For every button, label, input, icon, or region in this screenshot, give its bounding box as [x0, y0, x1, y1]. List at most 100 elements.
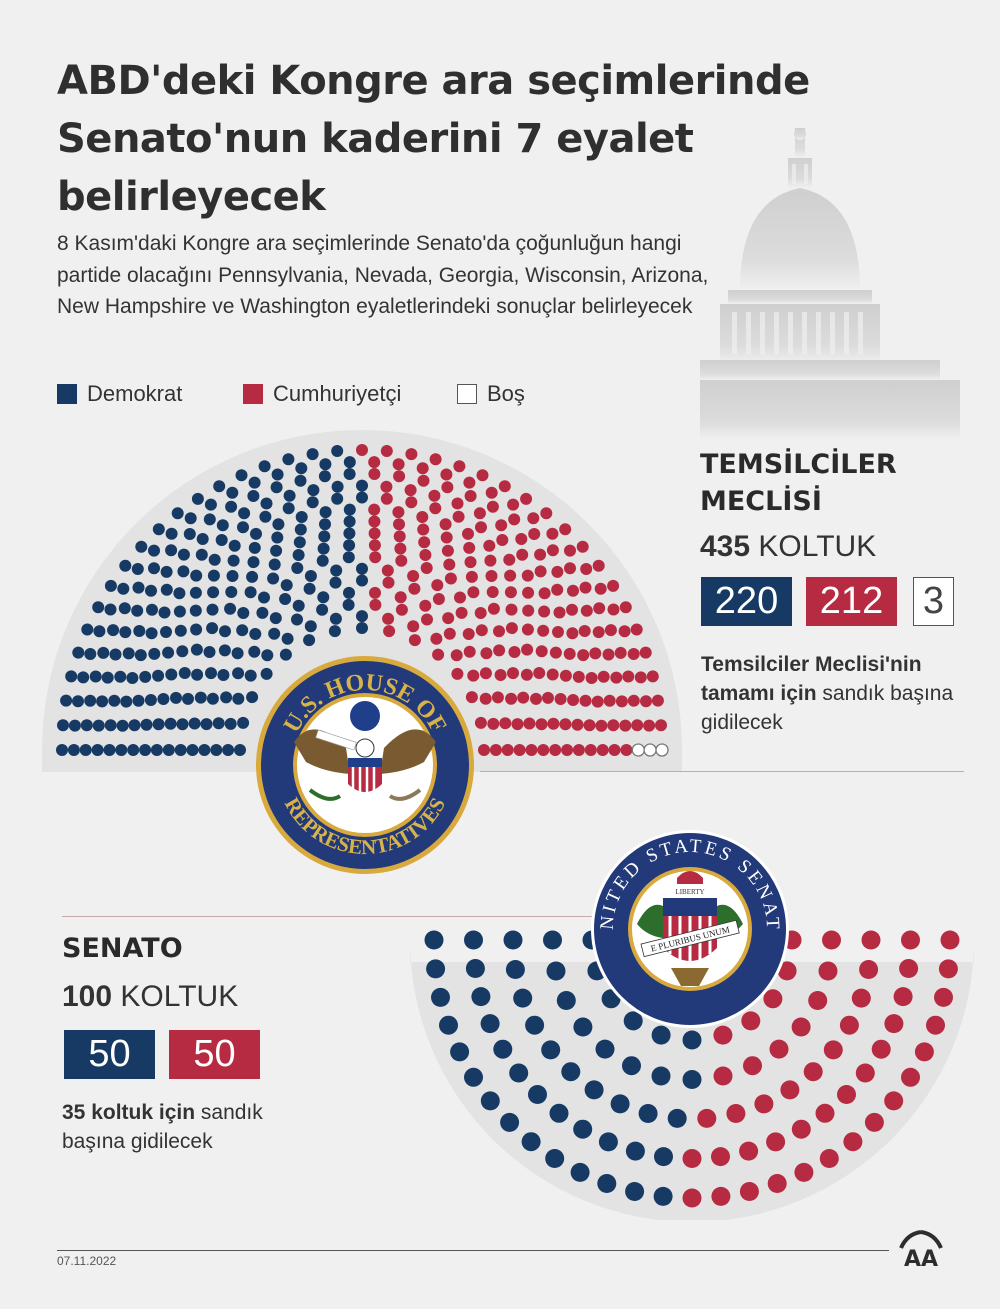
house-seat-democrat	[224, 602, 237, 615]
house-seat-republican	[534, 565, 547, 578]
house-seat-democrat	[119, 626, 132, 639]
house-seat-democrat	[127, 744, 140, 756]
house-seat-republican	[619, 719, 632, 732]
house-seat-republican	[368, 515, 381, 528]
house-seat-democrat	[135, 540, 148, 553]
house-seat-democrat	[246, 570, 259, 583]
house-seat-republican	[451, 667, 464, 680]
house-seat-democrat	[114, 670, 127, 683]
house-seat-republican	[479, 667, 492, 680]
house-seat-democrat	[232, 692, 245, 705]
house-democrat-count: 220	[701, 577, 792, 626]
house-seat-republican	[392, 506, 405, 519]
house-seat-democrat	[184, 512, 197, 525]
senate-seat-democrat	[439, 1015, 458, 1035]
house-seat-democrat	[343, 539, 356, 552]
house-seat-republican	[535, 718, 548, 731]
senate-seat-republican	[899, 959, 919, 978]
senate-seat-democrat	[597, 1174, 617, 1193]
legend-item-democrat: Demokrat	[57, 380, 182, 408]
senate-seat-democrat	[654, 1147, 673, 1167]
house-seat-republican	[549, 646, 562, 659]
house-seat-democrat	[268, 558, 281, 571]
house-seat-republican	[383, 625, 396, 638]
house-seat-democrat	[319, 506, 332, 519]
house-seat-republican	[368, 468, 381, 480]
house-seat-democrat	[271, 531, 284, 544]
house-seat-republican	[478, 744, 490, 756]
senate-seat-democrat	[471, 987, 491, 1007]
house-seat-republican	[631, 719, 644, 732]
senate-seat-democrat	[545, 1149, 565, 1168]
house-seat-democrat	[306, 496, 319, 509]
house-seat-democrat	[162, 646, 175, 659]
house-seat-republican	[527, 512, 540, 525]
house-seat-republican	[421, 613, 433, 626]
house-seat-democrat	[162, 744, 175, 756]
house-seat-republican	[486, 586, 499, 598]
house-seat-democrat	[171, 507, 184, 520]
house-seat-democrat	[176, 718, 189, 731]
house-seat-democrat	[283, 489, 296, 502]
senate-seal: UNITED STATES SENATE LIBERTY E PLURIBUS …	[589, 828, 789, 1028]
house-seat-democrat	[247, 556, 260, 569]
house-seat-democrat	[65, 670, 78, 683]
senate-seat-democrat	[584, 1080, 604, 1100]
senate-seat-republican	[726, 1104, 746, 1123]
house-seat-democrat	[279, 648, 292, 661]
house-seat-democrat	[343, 527, 356, 540]
senate-seat-democrat	[622, 1056, 641, 1076]
house-seat-republican	[499, 717, 512, 730]
house-seat-republican	[465, 570, 478, 583]
house-seat-democrat	[146, 603, 158, 616]
house-seat-democrat	[248, 476, 261, 489]
senate-seat-democrat	[528, 1085, 547, 1104]
house-seat-democrat	[208, 553, 221, 566]
senate-seat-republican	[884, 1091, 904, 1111]
senate-seat-democrat	[653, 1186, 673, 1206]
house-seat-republican	[505, 603, 518, 616]
legend-swatch-republican	[243, 384, 263, 404]
house-seat-republican	[559, 718, 572, 731]
house-seat-republican	[452, 510, 465, 523]
house-seat-republican	[382, 612, 395, 625]
house-seat-democrat	[132, 694, 145, 707]
house-seat-democrat	[319, 518, 331, 531]
house-seat-republican	[546, 668, 559, 681]
house-seat-republican	[369, 551, 382, 564]
house-seat-republican	[580, 563, 593, 575]
senate-seat-democrat	[465, 959, 485, 978]
house-seat-republican	[549, 744, 562, 756]
senate-seat-republican	[791, 1017, 811, 1037]
legend-item-vacant: Boş	[457, 380, 525, 408]
senate-seat-democrat	[503, 930, 523, 950]
house-seat-democrat	[267, 572, 280, 585]
house-seat-republican	[395, 603, 408, 616]
house-seat-democrat	[343, 515, 356, 528]
senate-seat-democrat	[573, 1119, 593, 1139]
house-seat-democrat	[281, 632, 294, 645]
house-seat-democrat	[250, 527, 262, 540]
house-seat-republican	[494, 669, 507, 681]
house-seat-democrat	[194, 691, 207, 704]
senate-seat-democrat	[595, 1039, 615, 1059]
house-seat-republican	[485, 570, 498, 582]
house-seat-republican	[607, 719, 620, 732]
house-seat-democrat	[165, 527, 178, 540]
house-seat-republican	[429, 453, 442, 466]
house-seat-democrat	[101, 671, 114, 684]
house-seat-democrat	[294, 474, 307, 487]
house-seat-republican	[501, 744, 514, 756]
house-seat-democrat	[133, 625, 146, 637]
house-seat-democrat	[271, 468, 284, 481]
house-seat-democrat	[216, 519, 229, 532]
house-seat-republican	[475, 624, 488, 637]
house-seat-republican	[380, 480, 393, 493]
house-seat-republican	[455, 606, 468, 619]
house-seat-republican	[476, 469, 489, 482]
senate-seat-republican	[803, 1062, 823, 1082]
house-seat-republican	[405, 496, 418, 509]
house-seat-democrat	[269, 612, 282, 625]
senate-seat-republican	[711, 1147, 730, 1167]
house-seat-republican	[567, 694, 580, 706]
